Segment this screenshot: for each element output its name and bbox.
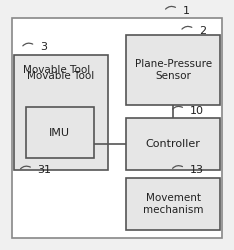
- Text: Movable Tool: Movable Tool: [27, 71, 95, 81]
- Text: 13: 13: [190, 165, 204, 175]
- Bar: [126, 35, 220, 105]
- Text: 31: 31: [37, 165, 51, 175]
- Bar: [14, 55, 108, 170]
- Text: 3: 3: [40, 42, 47, 52]
- Text: 1: 1: [183, 6, 190, 16]
- Text: 2: 2: [199, 26, 206, 36]
- Text: IMU: IMU: [49, 128, 70, 138]
- Bar: [126, 178, 220, 230]
- Text: Movement
mechanism: Movement mechanism: [143, 192, 203, 215]
- Text: Plane-Pressure
Sensor: Plane-Pressure Sensor: [135, 59, 212, 81]
- Text: 10: 10: [190, 106, 204, 116]
- Bar: [26, 108, 94, 158]
- Text: Controller: Controller: [146, 139, 201, 149]
- Bar: [126, 118, 220, 170]
- Bar: [12, 18, 222, 237]
- Text: Movable Tool: Movable Tool: [23, 65, 91, 75]
